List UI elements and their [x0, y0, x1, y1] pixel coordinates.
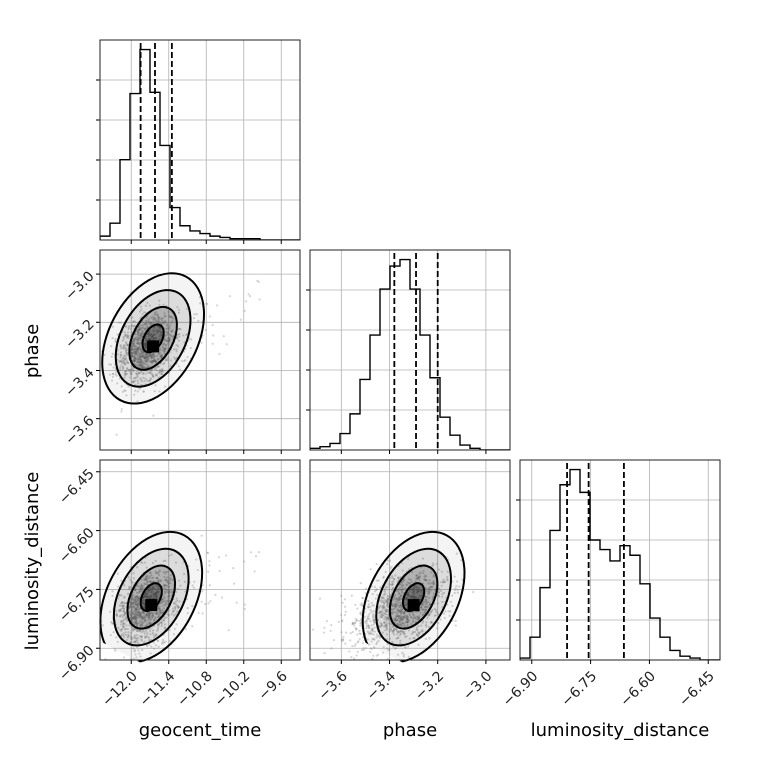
scatter-panel-phase-vs-geocent-time: −3.6−3.4−3.2−3.0: [62, 249, 301, 454]
x-label-geocent-time: geocent_time: [139, 720, 262, 741]
density-contour-1: [114, 289, 192, 388]
density-peak: [145, 599, 158, 612]
density-peak: [407, 599, 420, 612]
panel-frame: [519, 459, 721, 661]
density-contour-1: [112, 547, 190, 647]
hist-panel-phase: [306, 249, 511, 454]
panel-frame: [99, 39, 301, 241]
density-contour-2: [128, 305, 178, 371]
hist-panel-geocent-time: [96, 39, 301, 244]
panel-frame: [309, 459, 511, 661]
x-label-phase: phase: [383, 720, 437, 741]
histogram-luminosity-distance: [520, 468, 720, 660]
panel-frame: [309, 249, 511, 451]
y-label-luminosity-distance: luminosity_distance: [22, 472, 43, 651]
y-label-phase: phase: [22, 324, 43, 378]
panel-frame: [99, 249, 301, 451]
density-peak: [147, 340, 160, 353]
panel-frame: [99, 459, 301, 661]
density-contour-2: [388, 564, 439, 630]
histogram-phase: [310, 258, 510, 450]
density-contour-2: [126, 564, 177, 630]
histogram-geocent-time: [100, 48, 300, 240]
density-contour-1: [375, 547, 452, 647]
x-label-luminosity-distance: luminosity_distance: [531, 720, 710, 741]
density-contour-0: [101, 272, 206, 405]
